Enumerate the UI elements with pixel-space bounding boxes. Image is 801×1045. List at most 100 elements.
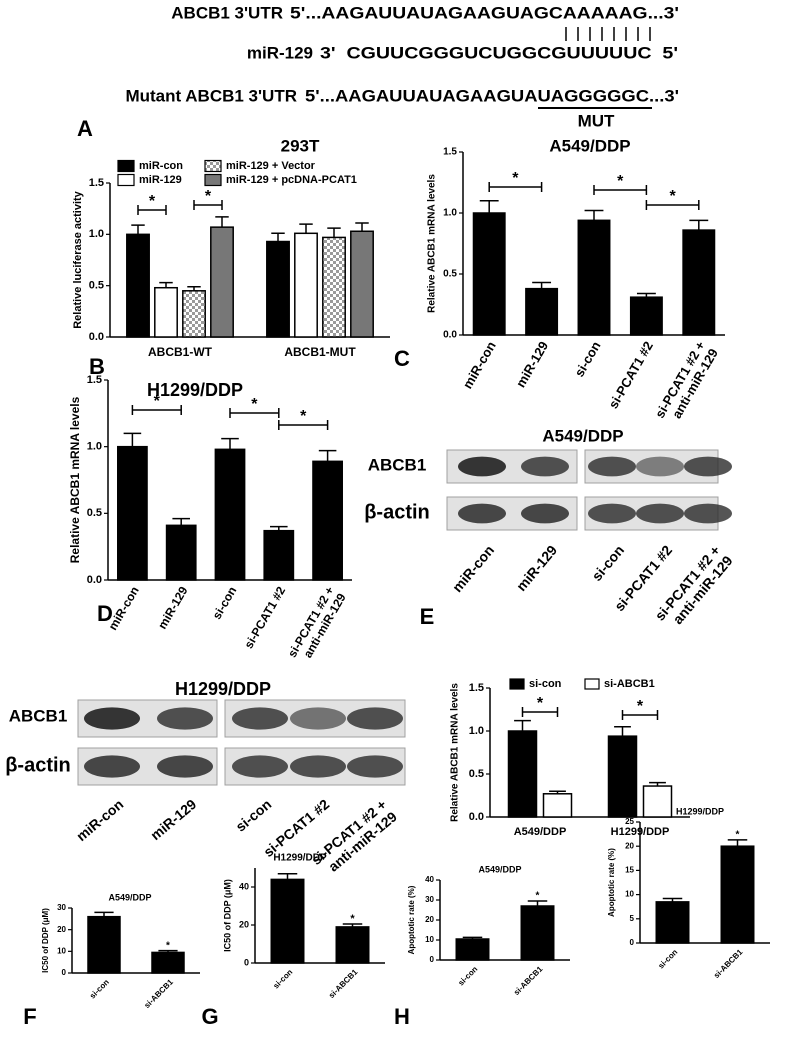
blot-band: [290, 755, 346, 778]
y-tick-label: 20: [425, 915, 434, 924]
error-bar: [479, 200, 499, 213]
y-tick-label: 15: [625, 866, 634, 875]
x-tick-label: si-ABCB1: [512, 964, 545, 997]
y-axis-label: Apoptotic rate (%): [607, 848, 616, 917]
y-axis-label: Relative ABCB1 mRNA levels: [427, 174, 438, 313]
blot-band: [232, 755, 288, 778]
blot-row-label: β-actin: [364, 501, 430, 523]
blot-band: [458, 456, 506, 477]
panel-letter: F: [23, 1004, 36, 1029]
base-pairing: [565, 27, 651, 41]
chart-title: A549/DDP: [549, 136, 630, 155]
legend-label: miR-129: [139, 174, 182, 186]
error-bar: [649, 781, 666, 787]
bar: [322, 236, 346, 338]
legend-label: miR-129 + Vector: [226, 160, 316, 172]
error-bar: [215, 216, 229, 228]
blot-lane-label: miR-con: [449, 542, 497, 595]
significance-bracket: [488, 182, 543, 192]
x-tick-label: ABCB1-WT: [148, 345, 213, 359]
bar: [577, 219, 611, 336]
significance-label: *: [300, 408, 307, 425]
bar: [525, 287, 559, 336]
error-bar: [532, 281, 552, 289]
bar: [542, 793, 573, 818]
blot-row-label: ABCB1: [368, 455, 427, 474]
significance-label: *: [205, 188, 212, 205]
bar: [312, 460, 343, 581]
y-tick-label: 40: [425, 875, 434, 884]
y-tick-label: 1.0: [89, 228, 104, 240]
error-bar: [159, 281, 173, 288]
legend-swatch: [509, 678, 525, 690]
x-tick-label: si-ABCB1: [327, 967, 360, 1000]
x-tick-label: miR-con: [460, 339, 499, 392]
blot-band: [347, 707, 403, 730]
bar: [266, 240, 290, 338]
blot-band: [521, 456, 569, 477]
bar: [294, 232, 318, 338]
blot-band: [684, 503, 732, 524]
y-tick-label: 20: [57, 925, 66, 934]
error-bar: [342, 923, 363, 927]
sequence-label: miR-129: [247, 43, 313, 62]
blot-title: H1299/DDP: [175, 679, 271, 699]
blot-band: [521, 503, 569, 524]
y-tick-label: 40: [239, 881, 249, 891]
blot-lane-label: miR-con: [73, 796, 126, 844]
blot-band: [636, 503, 684, 524]
legend-swatch: [117, 159, 135, 173]
error-bar: [549, 790, 566, 794]
x-tick-label: miR-129: [513, 339, 551, 390]
y-tick-label: 1.5: [89, 177, 104, 189]
legend-swatch: [204, 159, 222, 173]
error-bar: [584, 209, 604, 221]
blot-band: [684, 456, 732, 477]
legend-swatch: [117, 173, 135, 187]
bar: [126, 233, 150, 338]
y-tick-label: 30: [57, 903, 66, 912]
significance-label: *: [537, 695, 544, 712]
y-tick-label: 0.0: [87, 574, 102, 586]
error-bar: [689, 219, 709, 231]
bar: [151, 951, 185, 974]
y-tick-label: 20: [239, 919, 249, 929]
error-bar: [299, 223, 313, 234]
legend-swatch: [204, 173, 222, 187]
bar: [335, 926, 370, 964]
y-tick-label: 0.5: [87, 507, 102, 519]
y-tick-label: 10: [57, 946, 66, 955]
y-tick-label: 0: [62, 968, 67, 977]
significance-label: *: [512, 170, 519, 187]
error-bar: [271, 232, 285, 242]
bar: [607, 735, 638, 818]
x-tick-label: miR-129: [155, 584, 191, 632]
y-tick-label: 0.0: [443, 330, 457, 341]
error-bar: [277, 872, 298, 880]
panel-letter: C: [394, 346, 410, 371]
x-tick-label: si-PCAT1 #2 +anti-miR-129: [285, 584, 349, 667]
y-tick-label: 1.0: [443, 208, 457, 219]
bar: [117, 445, 148, 581]
y-tick-label: 1.5: [469, 682, 484, 694]
x-tick-label: si-con: [210, 584, 240, 622]
blot-band: [232, 707, 288, 730]
x-tick-label: si-PCAT1 #2 +anti-miR-129: [652, 338, 721, 428]
x-tick-label: si-con: [571, 339, 603, 380]
error-bar: [131, 224, 145, 235]
blot-band: [458, 503, 506, 524]
x-tick-label: si-con: [456, 964, 479, 987]
y-tick-label: 25: [625, 817, 634, 826]
significance-label: *: [669, 188, 676, 205]
blot-lane-label: miR-129: [513, 542, 560, 594]
significance-bracket: [137, 205, 167, 215]
bar: [629, 296, 663, 336]
bar: [507, 730, 538, 818]
y-tick-label: 0: [244, 957, 249, 967]
y-axis-label: Relative ABCB1 mRNA levels: [450, 683, 461, 822]
bar: [520, 905, 555, 961]
chart-title: H1299/DDP: [273, 853, 327, 864]
y-tick-label: 0.0: [469, 811, 484, 823]
